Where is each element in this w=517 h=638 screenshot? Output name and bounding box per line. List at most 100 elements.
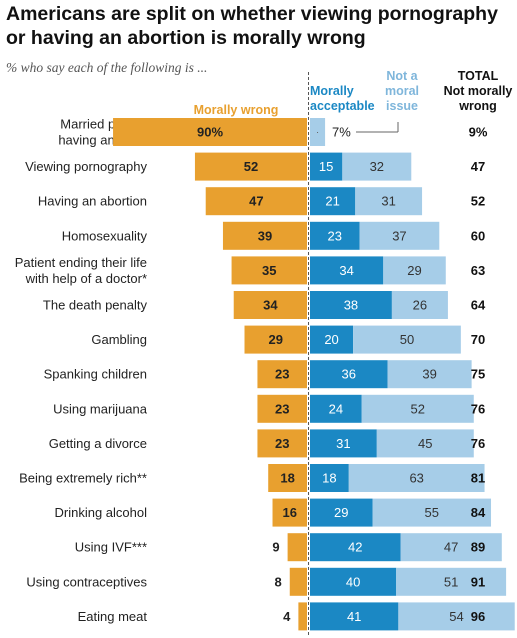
label-not-moral-issue: 32: [370, 159, 384, 174]
bar-morally-acceptable: [310, 221, 360, 250]
bar-morally-wrong: [231, 256, 307, 285]
header-morally-acceptable: acceptable: [310, 99, 375, 113]
label-morally-acceptable: 24: [329, 401, 343, 416]
bar-morally-acceptable: [310, 291, 392, 319]
bar-not-moral-issue: [387, 360, 472, 389]
category-label: Using contraceptives: [26, 574, 147, 589]
category-label: The death penalty: [43, 298, 148, 313]
label-morally-wrong: 34: [263, 298, 278, 313]
label-not-moral-issue: 47: [444, 540, 458, 555]
label-not-moral-issue: 29: [407, 263, 421, 278]
bar-not-moral-issue: [372, 498, 492, 527]
bar-morally-acceptable: [310, 602, 399, 631]
header-total: wrong: [458, 99, 497, 113]
category-label: Being extremely rich**: [19, 471, 147, 486]
label-morally-wrong: 8: [275, 574, 282, 589]
label-morally-acceptable: 38: [344, 298, 358, 313]
bar-morally-acceptable: [310, 152, 343, 181]
label-morally-wrong: 39: [258, 228, 272, 243]
label-morally-acceptable: 29: [334, 505, 348, 520]
label-total: 89: [471, 540, 485, 555]
bar-morally-acceptable: [310, 256, 384, 285]
bar-morally-acceptable: [310, 533, 401, 562]
header-not-moral-issue: issue: [386, 99, 418, 113]
category-label: Homosexuality: [62, 228, 148, 243]
label-morally-wrong: 9: [272, 540, 279, 555]
category-label: Eating meat: [78, 609, 148, 624]
label-total: 60: [471, 228, 485, 243]
label-morally-acceptable: 15: [319, 159, 333, 174]
label-morally-acceptable: 23: [328, 228, 342, 243]
label-not-moral-issue: 45: [418, 436, 432, 451]
label-morally-wrong: 18: [280, 471, 294, 486]
label-not-moral-issue: 7%: [332, 125, 351, 140]
label-total: 84: [471, 505, 486, 520]
chart-title: Americans are split on whether viewing p…: [6, 3, 498, 49]
label-morally-wrong: 23: [275, 436, 289, 451]
category-label: Patient ending their life: [15, 255, 147, 270]
label-morally-acceptable: 18: [322, 471, 336, 486]
label-morally-wrong: 47: [249, 194, 263, 209]
bar-morally-acceptable: [310, 394, 362, 423]
label-morally-wrong: 35: [262, 263, 276, 278]
label-not-moral-issue: 39: [422, 367, 436, 382]
category-label: Gambling: [91, 332, 147, 347]
bar-not-moral-issue: [353, 325, 461, 354]
category-label: Getting a divorce: [49, 436, 147, 451]
bar-morally-acceptable: [310, 187, 356, 216]
label-total: 91: [471, 574, 485, 589]
header-morally-acceptable: Morally: [310, 84, 354, 98]
bar-morally-wrong: [287, 533, 307, 562]
bar-morally-acceptable: [310, 325, 354, 354]
label-not-moral-issue: 55: [425, 505, 439, 520]
bar-not-moral-issue: [342, 152, 412, 181]
label-total: 96: [471, 609, 485, 624]
label-not-moral-issue: 31: [381, 194, 395, 209]
label-morally-wrong: 23: [275, 401, 289, 416]
category-label: Drinking alcohol: [55, 505, 148, 520]
bar-not-moral-issue: [376, 429, 474, 458]
label-not-moral-issue: 50: [400, 332, 414, 347]
label-not-moral-issue: 52: [411, 401, 425, 416]
label-morally-wrong: 23: [275, 367, 289, 382]
bar-morally-wrong: [233, 291, 307, 319]
label-morally-acceptable: 34: [339, 263, 353, 278]
header-not-moral-issue: moral: [385, 84, 419, 98]
bar-not-moral-issue: [396, 567, 507, 596]
bar-not-moral-issue: [361, 394, 474, 423]
bar-morally-acceptable: [310, 429, 377, 458]
bar-morally-wrong: [194, 152, 307, 181]
category-label: Using marijuana: [53, 401, 148, 416]
category-label: Spanking children: [44, 367, 147, 382]
label-not-moral-issue: 54: [449, 609, 463, 624]
label-total: 76: [471, 401, 485, 416]
bar-not-moral-issue: [391, 291, 448, 319]
label-total: 70: [471, 332, 485, 347]
label-morally-wrong: 29: [269, 332, 283, 347]
bar-not-moral-issue: [348, 464, 485, 492]
label-not-moral-issue: 37: [392, 228, 406, 243]
bar-not-moral-issue: [383, 256, 446, 285]
header-not-moral-issue: Not a: [386, 69, 418, 83]
chart-subtitle: % who say each of the following is ...: [6, 60, 208, 75]
bar-morally-wrong: [205, 187, 307, 216]
bar-morally-wrong: [289, 567, 307, 596]
category-label: Having an abortion: [38, 194, 147, 209]
bar-not-moral-issue: [398, 602, 515, 631]
bar-morally-acceptable: [310, 464, 349, 492]
label-morally-acceptable: 21: [325, 194, 339, 209]
category-label: Using IVF***: [75, 540, 147, 555]
header-morally-wrong: Morally wrong: [194, 103, 279, 117]
label-morally-acceptable: 41: [347, 609, 361, 624]
label-morally-wrong: 52: [244, 159, 258, 174]
label-total: 75: [471, 367, 485, 382]
bar-not-moral-issue: [400, 533, 502, 562]
bar-morally-wrong: [268, 464, 307, 492]
category-label: Viewing pornography: [25, 159, 147, 174]
header-total: TOTAL: [458, 69, 499, 83]
label-total: 64: [471, 298, 486, 313]
label-total: 76: [471, 436, 485, 451]
label-morally-acceptable: 31: [336, 436, 350, 451]
label-morally-acceptable: 20: [324, 332, 338, 347]
